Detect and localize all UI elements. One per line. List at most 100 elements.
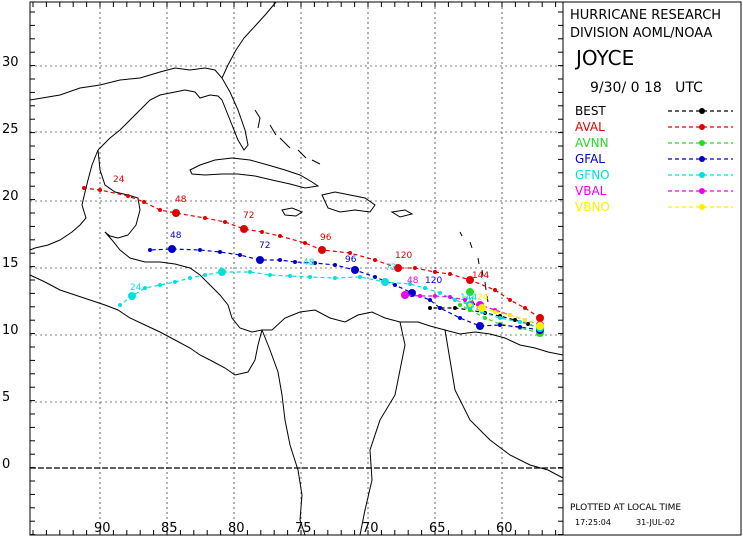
track-point — [393, 283, 397, 287]
track-point — [438, 306, 442, 310]
track-point — [518, 320, 522, 324]
track-point — [526, 322, 530, 326]
org-line-1: HURRICANE RESEARCH — [570, 8, 722, 23]
track-hour-label: 96 — [345, 255, 357, 265]
track-point — [523, 318, 527, 322]
lat-tick-label: 10 — [2, 323, 19, 338]
track-point — [483, 316, 487, 320]
track-hour-label: 48 — [303, 258, 315, 268]
track-hour-label: 24 — [463, 296, 475, 306]
track-point — [126, 194, 130, 198]
track-point — [158, 208, 162, 212]
legend-line-sample — [668, 140, 733, 146]
track-point — [143, 286, 147, 290]
track-point-major — [351, 266, 359, 274]
track-point — [373, 258, 377, 262]
track-point — [358, 275, 362, 279]
legend-label: VBAL — [575, 184, 607, 198]
track-point-major — [401, 291, 409, 299]
track-hour-label: 48 — [170, 231, 182, 241]
legend-panel-frame — [562, 1, 742, 536]
track-point-major — [536, 314, 544, 322]
legend-label: GFAL — [575, 152, 605, 166]
lat-tick-label: 0 — [2, 457, 10, 472]
lat-tick-label: 30 — [2, 55, 19, 70]
track-point — [118, 303, 122, 307]
plot-date: 31-JUL-02 — [636, 518, 676, 527]
track-point — [493, 310, 497, 314]
track-point — [418, 294, 422, 298]
track-point-major — [168, 245, 176, 253]
track-point-major — [318, 246, 326, 254]
map-frame — [29, 1, 564, 536]
longitude-labels: 90 85 80 75 70 65 60 — [94, 521, 513, 536]
lon-tick-label: 70 — [362, 521, 379, 536]
datetime-label: 9/30/ 0 18 UTC — [590, 80, 703, 96]
legend-line-sample — [668, 108, 733, 114]
track-point — [448, 295, 452, 299]
org-line-2: DIVISION AOML/NOAA — [570, 26, 713, 41]
track-point — [428, 298, 432, 302]
legend-item-gfal: GFAL — [575, 152, 735, 166]
track-point — [288, 274, 292, 278]
axis-ticks — [30, 2, 563, 536]
track-hour-label: 24 — [113, 175, 125, 185]
legend-line-sample — [668, 156, 733, 162]
track-point — [438, 291, 442, 295]
track-hour-label: 144 — [460, 293, 477, 303]
track-point-major — [256, 256, 264, 264]
track-point — [523, 306, 527, 310]
track-point-major — [172, 209, 180, 217]
track-point — [468, 303, 472, 307]
lon-tick-label: 80 — [228, 521, 245, 536]
track-hour-label: 72 — [259, 241, 270, 251]
legend-item-gfno: GFNO — [575, 168, 735, 182]
lat-tick-label: 25 — [2, 122, 19, 137]
track-point — [203, 216, 207, 220]
track-point — [493, 288, 497, 292]
lon-tick-label: 90 — [94, 521, 111, 536]
track-point — [463, 298, 467, 302]
track-point — [173, 280, 177, 284]
lat-tick-label: 20 — [2, 189, 19, 204]
track-point — [188, 276, 192, 280]
track-point-major — [466, 288, 474, 296]
track-vbal: 48 — [401, 276, 544, 329]
track-hour-label: 120 — [425, 276, 442, 286]
track-point — [498, 316, 502, 320]
legend-line-sample — [668, 204, 733, 210]
track-point — [82, 186, 86, 190]
legend-label: GFNO — [575, 168, 610, 182]
track-line — [459, 304, 541, 334]
track-point — [198, 248, 202, 252]
track-point — [142, 200, 146, 204]
legend-item-vbal: VBAL — [575, 184, 735, 198]
track-point — [308, 275, 312, 279]
storm-name: JOYCE — [576, 46, 635, 70]
legend-line-sample — [668, 172, 733, 178]
track-point-major — [218, 268, 226, 276]
lon-tick-label: 60 — [496, 521, 513, 536]
track-point — [248, 270, 252, 274]
track-point — [508, 298, 512, 302]
legend-label: AVAL — [575, 120, 605, 134]
legend-line-sample — [668, 188, 733, 194]
track-point — [453, 298, 457, 302]
track-point — [433, 270, 437, 274]
track-point — [333, 263, 337, 267]
legend-item-vbno: VBNO — [575, 200, 735, 214]
track-point — [303, 241, 307, 245]
track-hour-label: 48 — [175, 195, 187, 205]
lon-tick-label: 65 — [429, 521, 446, 536]
track-point-major — [466, 276, 474, 284]
track-point-major — [128, 292, 136, 300]
track-point — [498, 323, 502, 327]
legend-label: AVNN — [575, 136, 609, 150]
track-point — [223, 220, 227, 224]
latitude-labels: 30 25 20 15 10 5 0 — [2, 55, 19, 472]
track-point — [313, 261, 317, 265]
coastlines — [29, 1, 564, 536]
track-point — [238, 253, 242, 257]
track-point — [203, 273, 207, 277]
